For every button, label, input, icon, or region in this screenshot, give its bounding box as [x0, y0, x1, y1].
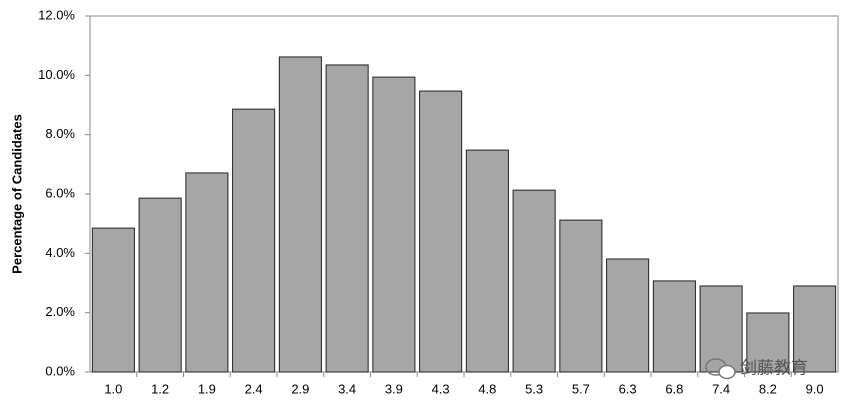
x-tick-label: 1.2: [151, 381, 169, 396]
bar: [652, 280, 696, 373]
bar: [699, 285, 743, 373]
y-tick-label: 0.0%: [45, 363, 75, 378]
x-tick-label: 5.3: [525, 381, 543, 396]
bar: [91, 227, 135, 373]
x-tick-label: 2.9: [291, 381, 309, 396]
watermark: 剑藤教育: [740, 358, 808, 377]
y-tick-label: 4.0%: [45, 245, 75, 260]
y-axis-label: Percentage of Candidates: [9, 114, 24, 274]
x-tick-label: 4.8: [478, 381, 496, 396]
bar: [606, 258, 650, 373]
bar: [746, 312, 790, 373]
x-tick-label: 6.3: [619, 381, 637, 396]
x-tick-label: 7.4: [712, 381, 730, 396]
bar: [559, 219, 603, 373]
y-tick-label: 8.0%: [45, 126, 75, 141]
bar: [419, 90, 463, 373]
bar: [512, 189, 556, 373]
x-tick-label: 3.4: [338, 381, 356, 396]
bar: [232, 108, 276, 373]
x-tick-label: 5.7: [572, 381, 590, 396]
bar: [278, 56, 322, 373]
y-tick-label: 2.0%: [45, 304, 75, 319]
x-tick-label: 2.4: [245, 381, 263, 396]
bar: [138, 197, 182, 373]
x-tick-label: 1.0: [104, 381, 122, 396]
y-tick-label: 10.0%: [38, 67, 75, 82]
bar: [325, 64, 369, 373]
y-tick-label: 6.0%: [45, 185, 75, 200]
bar: [185, 172, 229, 373]
x-tick-label: 1.9: [198, 381, 216, 396]
bar: [465, 149, 509, 373]
x-tick-label: 3.9: [385, 381, 403, 396]
watermark-icon: [705, 358, 736, 380]
x-tick-label: 4.3: [432, 381, 450, 396]
x-tick-label: 9.0: [806, 381, 824, 396]
x-tick-label: 8.2: [759, 381, 777, 396]
y-tick-label: 12.0%: [38, 7, 75, 22]
bar: [793, 285, 837, 373]
bar: [372, 76, 416, 373]
x-tick-label: 6.8: [665, 381, 683, 396]
